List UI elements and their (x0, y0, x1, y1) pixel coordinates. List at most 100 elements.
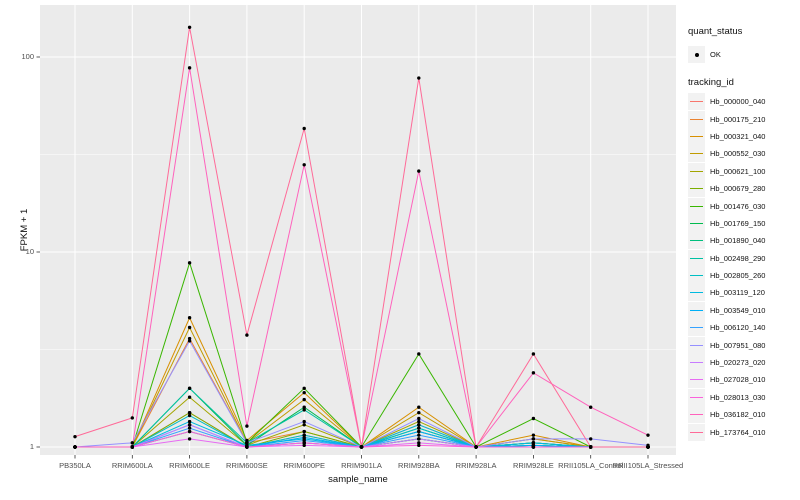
data-point (417, 423, 421, 427)
legend-item-label: Hb_000552_030 (710, 149, 766, 159)
data-point (187, 66, 192, 70)
data-point (417, 416, 421, 421)
data-point (302, 419, 306, 424)
data-point (73, 445, 77, 449)
legend-item: Hb_001890_040 (688, 232, 800, 250)
data-point (531, 433, 536, 437)
series-color-key-icon (688, 214, 705, 232)
data-point (417, 405, 421, 409)
x-tick-label: RRII105LA_Control (558, 461, 624, 470)
x-tick-label: PB350LA (59, 461, 91, 470)
legend-item-label: Hb_000175_210 (710, 114, 766, 124)
data-point (187, 336, 192, 341)
legend-item: Hb_000321_040 (688, 127, 800, 145)
y-tick-label: 10 (25, 247, 34, 256)
data-point (302, 435, 306, 440)
data-point (73, 434, 77, 439)
legend-item: Hb_002805_260 (688, 267, 800, 285)
data-point (531, 352, 536, 356)
y-tick-label: 1 (29, 442, 34, 451)
data-point (187, 437, 192, 441)
series-color-key-icon (688, 232, 705, 250)
data-point (531, 371, 536, 375)
series-color-key-icon (688, 284, 705, 302)
series-color-key-icon (688, 145, 705, 163)
data-point (187, 261, 192, 265)
legend-item: Hb_000175_210 (688, 110, 800, 128)
data-point (417, 429, 421, 434)
x-tick-label: RRIM928LA (455, 461, 497, 470)
point-marker-icon (688, 46, 705, 63)
legend-item-label: Hb_027028_010 (710, 375, 766, 385)
legend: quant_status OK tracking_id Hb_000000_04… (688, 26, 800, 441)
series-color-key-icon (688, 197, 705, 215)
data-point (302, 163, 306, 167)
series-color-key-icon (688, 180, 705, 198)
data-point (187, 423, 192, 427)
data-point (187, 426, 192, 430)
legend-item: Hb_001769_150 (688, 214, 800, 232)
data-point (302, 390, 306, 395)
legend-item: Hb_173764_010 (688, 423, 800, 441)
data-point (187, 25, 192, 30)
data-point (531, 441, 536, 445)
x-tick-label: RRIM928LE (512, 461, 554, 470)
series-color-key-icon (688, 354, 705, 372)
legend-item-label: Hb_036182_010 (710, 410, 766, 420)
data-point (130, 441, 134, 445)
data-point (589, 445, 593, 449)
legend-item-label: Hb_000000_040 (710, 97, 766, 107)
legend-item-label: Hb_001769_150 (710, 218, 766, 228)
data-point (646, 433, 650, 437)
legend-item-label: Hb_001476_030 (710, 201, 766, 211)
x-tick-label: RRIM600LE (169, 461, 211, 470)
data-point (245, 438, 249, 443)
data-point (359, 445, 364, 449)
data-point (589, 437, 593, 441)
legend-item-label: OK (710, 50, 721, 59)
series-color-key-icon (688, 388, 705, 406)
data-point (245, 424, 249, 428)
data-point (417, 419, 421, 424)
data-point (417, 410, 421, 415)
legend-item: Hb_003119_120 (688, 284, 800, 302)
legend-item-label: Hb_002805_260 (710, 271, 766, 281)
data-point (187, 410, 192, 415)
data-point (302, 405, 306, 409)
series-color-key-icon (688, 406, 705, 424)
data-point (531, 437, 536, 441)
data-point (417, 426, 421, 430)
data-point (187, 395, 192, 399)
legend-item: Hb_020273_020 (688, 354, 800, 372)
data-point (646, 445, 650, 449)
data-point (130, 416, 134, 420)
x-tick-label: RRII105LA_Stressed (612, 461, 684, 470)
data-point (417, 76, 421, 80)
x-tick-label: RRIM600SE (226, 461, 268, 470)
data-point (302, 429, 306, 434)
data-point (417, 443, 421, 448)
legend-item-label: Hb_001890_040 (710, 236, 766, 246)
y-tick-label: 100 (21, 52, 34, 61)
data-point (302, 408, 306, 412)
series-color-key-icon (688, 162, 705, 180)
data-point (187, 325, 192, 330)
data-point (417, 437, 421, 441)
series-color-key-icon (688, 110, 705, 128)
x-tick-label: RRIM901LA (341, 461, 382, 470)
legend-title-quant-status: quant_status (688, 26, 743, 37)
data-point (187, 413, 192, 418)
legend-item-label: Hb_000321_040 (710, 131, 766, 141)
series-color-key-icon (688, 319, 705, 337)
legend-item-label: Hb_000621_100 (710, 166, 766, 176)
legend-item: Hb_006120_140 (688, 319, 800, 337)
series-color-key-icon (688, 423, 705, 441)
legend-item-label: Hb_020273_020 (710, 358, 766, 368)
legend-item: Hb_002498_290 (688, 249, 800, 267)
plot-panel (40, 5, 676, 455)
data-point (302, 423, 306, 427)
legend-item: Hb_036182_010 (688, 406, 800, 424)
data-point (589, 405, 593, 409)
data-point (245, 445, 249, 449)
